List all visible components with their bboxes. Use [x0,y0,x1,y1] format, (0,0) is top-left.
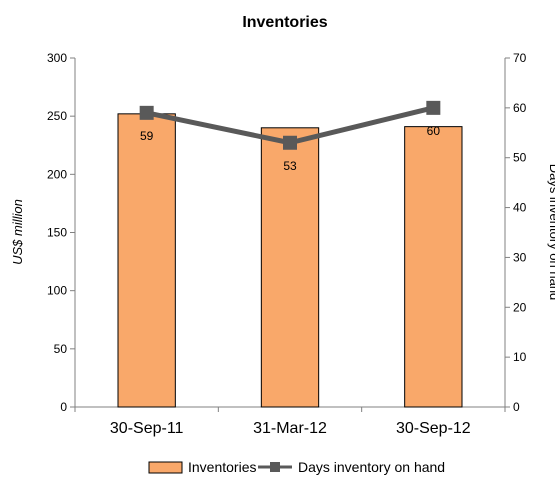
y-tick-label: 100 [47,284,67,298]
data-label: 59 [140,129,154,143]
line-series [139,100,441,150]
line-marker [283,135,297,150]
legend: Inventories Days inventory on hand [148,459,445,475]
y2-tick-label: 70 [513,51,527,65]
line-marker [139,105,154,120]
bar [117,113,176,408]
x-tick-label: 30-Sep-12 [396,420,471,437]
y2-axis-label: Days inventory on hand [547,164,555,301]
y-tick-label: 150 [47,226,67,240]
y-tick-label: 300 [47,51,67,65]
y2-tick-label: 60 [513,101,527,115]
axes: 0 50 100 150 200 250 300 0 10 20 30 40 50 60 70 30-Sep-… [47,51,527,437]
data-label: 60 [427,124,441,138]
data-label: 53 [283,159,297,173]
line-marker [426,100,441,115]
x-tick-label: 31-Mar-12 [253,420,327,437]
bar [404,126,463,408]
y-tick-label: 200 [47,167,67,181]
legend-marker-days [270,462,280,472]
y2-tick-label: 20 [513,300,527,314]
legend-label-days: Days inventory on hand [298,459,445,475]
bars [117,113,463,408]
y-tick-label: 0 [60,400,67,414]
chart-title: Inventories [242,14,327,31]
y2-tick-label: 0 [513,400,520,414]
legend-label-inventories: Inventories [188,459,256,475]
y-tick-label: 50 [54,342,68,356]
y-axis-label: US$ million [10,199,25,265]
bar [260,127,320,408]
y2-tick-label: 50 [513,151,527,165]
legend-swatch-inventories [148,461,183,474]
x-tick-label: 30-Sep-11 [110,420,184,437]
data-labels: 59 53 60 [140,124,440,173]
y-tick-label: 250 [47,109,67,123]
y2-tick-label: 30 [513,250,527,264]
y2-tick-label: 40 [513,201,527,215]
y2-tick-label: 10 [513,350,527,364]
